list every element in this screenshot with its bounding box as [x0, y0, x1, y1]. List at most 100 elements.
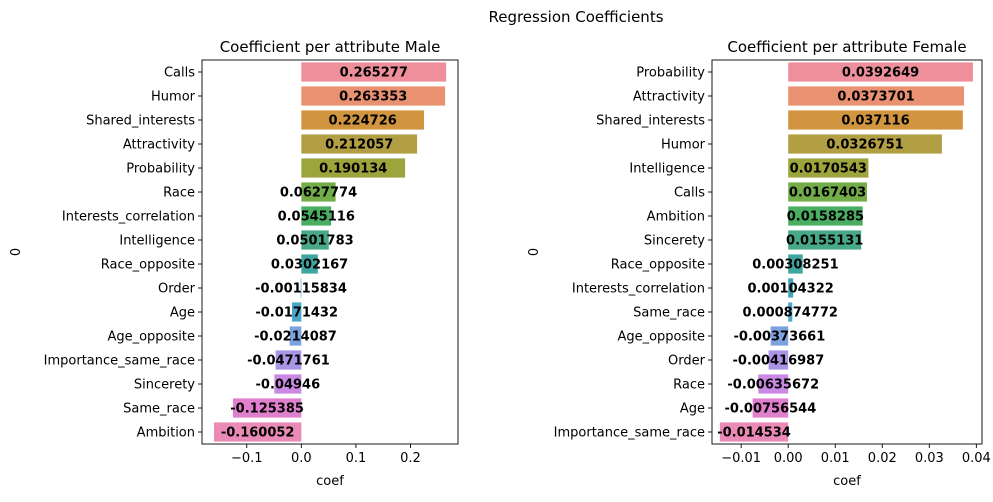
data-label: 0.0167403	[789, 186, 866, 201]
data-label: 0.263353	[339, 90, 407, 105]
y-tick-label: Probability	[636, 66, 705, 81]
figure-suptitle: Regression Coefficients	[488, 8, 663, 26]
bar-calls	[301, 62, 447, 82]
y-tick-label: Order	[668, 354, 706, 369]
x-axis-label: coef	[833, 474, 861, 489]
bar-humor	[788, 134, 942, 154]
chart-title: Coefficient per attribute Female	[727, 38, 966, 56]
y-tick-label: Interests_correlation	[572, 282, 705, 297]
y-tick-label: Humor	[661, 138, 706, 153]
bar-age	[752, 398, 789, 418]
bar-ambition	[788, 206, 863, 226]
bar-race	[301, 182, 336, 202]
bar-age-opposite	[770, 326, 789, 346]
data-label: 0.0326751	[826, 138, 903, 153]
x-tick-label: 0.03	[915, 451, 944, 466]
y-tick-label: Attractivity	[123, 138, 195, 153]
data-label: -0.0214087	[254, 330, 337, 345]
y-tick-label: Importance_same_race	[554, 426, 705, 441]
y-tick-label: Shared_interests	[596, 114, 705, 129]
bar-same-race	[232, 398, 302, 418]
y-tick-label: Order	[158, 282, 196, 297]
y-axis-label: 0	[9, 248, 24, 256]
bar-sincerety	[274, 374, 302, 394]
data-label: 0.0302167	[271, 258, 348, 273]
y-tick-label: Importance_same_race	[44, 354, 195, 369]
y-tick-label: Ambition	[137, 426, 195, 441]
bar-same-race	[788, 302, 793, 322]
y-tick-label: Age_opposite	[107, 330, 195, 345]
x-tick-label: 0.00	[774, 451, 803, 466]
y-tick-label: Age	[680, 402, 705, 417]
data-label: 0.037116	[841, 114, 909, 129]
bar-ambition	[213, 422, 302, 442]
data-label: 0.265277	[340, 66, 408, 81]
y-tick-label: Race	[163, 186, 195, 201]
data-label: 0.0545116	[278, 210, 355, 225]
data-label: 0.000874772	[743, 306, 838, 321]
x-tick-label: 0.1	[346, 451, 367, 466]
data-label: 0.00308251	[752, 258, 838, 273]
data-label: -0.00115834	[255, 282, 347, 297]
data-label: -0.014534	[717, 426, 791, 441]
data-label: -0.04946	[256, 378, 321, 393]
bar-interests-correlation	[301, 206, 332, 226]
axes-frame	[201, 59, 459, 445]
male-coefficient-chart: Calls Humor Shared_interests Attractivity Pr…	[9, 38, 459, 489]
bar-shared-interests	[788, 110, 963, 130]
bar-humor	[301, 86, 446, 106]
bar-probability	[788, 62, 973, 82]
bar-calls	[788, 182, 867, 202]
bar-intelligence	[301, 230, 329, 250]
x-tick-label: 0.01	[821, 451, 850, 466]
y-tick-label: Sincerety	[644, 234, 705, 249]
y-tick-label: Race_opposite	[611, 258, 705, 273]
y-tick-label: Same_race	[633, 306, 705, 321]
bar-importance-same-race	[719, 422, 789, 442]
data-label: -0.160052	[221, 426, 295, 441]
data-label: -0.125385	[230, 402, 304, 417]
chart-title: Coefficient per attribute Male	[220, 38, 441, 56]
x-tick-label: −0.1	[231, 451, 263, 466]
y-tick-label: Humor	[151, 90, 196, 105]
x-tick-label: 0.02	[868, 451, 897, 466]
data-label: 0.0155131	[786, 234, 863, 249]
data-label: 0.190134	[319, 162, 387, 177]
data-label: -0.00635672	[727, 378, 819, 393]
data-label: 0.0373701	[837, 90, 914, 105]
axes-frame	[711, 59, 983, 445]
data-label: -0.00373661	[734, 330, 826, 345]
bar-race	[758, 374, 789, 394]
data-label: 0.0392649	[842, 66, 919, 81]
bar-importance-same-race	[275, 350, 302, 370]
y-tick-label: Age_opposite	[617, 330, 705, 345]
bar-probability	[301, 158, 406, 178]
y-tick-label: Interests_correlation	[62, 210, 195, 225]
y-tick-label: Race_opposite	[101, 258, 195, 273]
data-label: 0.00104322	[747, 282, 833, 297]
data-label: -0.0171432	[255, 306, 338, 321]
y-tick-label: Ambition	[647, 210, 705, 225]
bar-attractivity	[301, 134, 418, 154]
x-tick-label: −0.01	[721, 451, 761, 466]
x-tick-label: 0.04	[962, 451, 991, 466]
y-tick-label: Probability	[126, 162, 195, 177]
bar-intelligence	[788, 158, 869, 178]
x-tick-label: 0.0	[291, 451, 312, 466]
y-tick-label: Intelligence	[119, 234, 195, 249]
bar-order	[768, 350, 789, 370]
bar-race-opposite	[788, 254, 803, 274]
data-label: 0.0158285	[787, 210, 864, 225]
data-label: 0.0501783	[276, 234, 353, 249]
bar-age	[291, 302, 302, 322]
data-label: 0.212057	[325, 138, 393, 153]
y-tick-label: Sincerety	[134, 378, 195, 393]
female-coefficient-chart: Probability Attractivity Shared_interests H…	[527, 38, 991, 489]
bar-sincerety	[788, 230, 862, 250]
data-label: 0.0627774	[280, 186, 357, 201]
data-label: 0.0170543	[790, 162, 867, 177]
bar-attractivity	[788, 86, 964, 106]
bar-race-opposite	[301, 254, 318, 274]
